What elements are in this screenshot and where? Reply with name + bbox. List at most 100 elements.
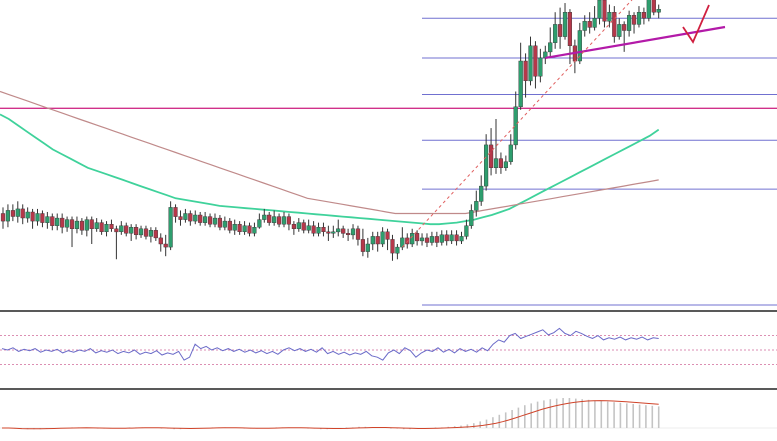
candle-bull bbox=[252, 226, 257, 234]
candle-bear bbox=[631, 15, 637, 25]
candle-bear bbox=[291, 223, 296, 229]
candle-bull bbox=[222, 220, 227, 228]
candles bbox=[0, 0, 661, 261]
candle-bear bbox=[346, 233, 351, 236]
candle-bear bbox=[207, 216, 213, 225]
candle-bull bbox=[55, 217, 60, 226]
candle-bull bbox=[607, 11, 612, 22]
candle-bull bbox=[15, 208, 20, 217]
candle-bull bbox=[395, 246, 400, 254]
candle-bear bbox=[341, 228, 346, 234]
candle-bear bbox=[109, 223, 114, 229]
candle-bear bbox=[40, 213, 45, 223]
candle-bear bbox=[99, 222, 104, 233]
candle-bull bbox=[84, 219, 89, 231]
candle-bear bbox=[178, 216, 183, 220]
candle-bear bbox=[390, 239, 395, 254]
candle-bear bbox=[69, 219, 75, 230]
candle-bull bbox=[94, 222, 99, 229]
candle-bear bbox=[326, 231, 331, 234]
candle-bear bbox=[622, 24, 627, 31]
candle-bull bbox=[212, 217, 218, 225]
candle-bull bbox=[636, 11, 642, 25]
candle-bull bbox=[281, 216, 287, 225]
candle-bull bbox=[119, 225, 124, 232]
candle-bear bbox=[424, 237, 430, 243]
candle-bear bbox=[114, 228, 119, 233]
candle-bull bbox=[538, 57, 543, 77]
ema-line bbox=[0, 113, 660, 226]
candle-bull bbox=[232, 223, 237, 231]
candle-bear bbox=[434, 236, 439, 243]
candle-bull bbox=[400, 237, 405, 248]
candle-bear bbox=[385, 231, 390, 240]
candle-bear bbox=[533, 45, 538, 77]
candle-bull bbox=[459, 236, 464, 242]
candle-bear bbox=[489, 144, 494, 168]
candle-bear bbox=[301, 222, 306, 231]
candle-bear bbox=[143, 228, 149, 237]
candle-bear bbox=[217, 217, 222, 228]
candle-bear bbox=[30, 211, 35, 222]
candle-bull bbox=[617, 24, 622, 37]
candle-bull bbox=[316, 226, 321, 234]
candle-bull bbox=[104, 223, 109, 232]
candle-bull bbox=[365, 243, 370, 252]
candle-bull bbox=[582, 21, 587, 31]
candle-bear bbox=[523, 60, 528, 81]
candle-bear bbox=[163, 243, 168, 248]
candle-bull bbox=[168, 207, 173, 248]
candle-bull bbox=[410, 233, 415, 245]
candle-bear bbox=[311, 225, 316, 234]
candle-bear bbox=[133, 226, 139, 235]
forecast-arrow bbox=[682, 4, 710, 44]
candle-bull bbox=[577, 30, 582, 62]
candle-bear bbox=[277, 216, 282, 225]
candle-bull bbox=[331, 231, 336, 234]
candle-bear bbox=[227, 220, 232, 231]
candle-bull bbox=[656, 8, 661, 13]
candle-bear bbox=[454, 234, 459, 242]
candle-bear bbox=[651, 0, 656, 13]
candle-bull bbox=[597, 0, 602, 19]
candle-bull bbox=[242, 225, 247, 232]
candle-bear bbox=[237, 223, 242, 232]
candle-bull bbox=[74, 220, 79, 229]
sma-line bbox=[0, 90, 659, 215]
candle-bull bbox=[25, 211, 30, 219]
candle-bear bbox=[0, 213, 6, 222]
candle-bull bbox=[513, 106, 518, 146]
candle-bull bbox=[296, 222, 301, 229]
candle-bull bbox=[138, 228, 144, 236]
candle-bull bbox=[479, 185, 484, 202]
candle-bull bbox=[272, 216, 277, 223]
candle-bull bbox=[439, 234, 444, 243]
candle-bear bbox=[360, 239, 365, 252]
candle-bull bbox=[562, 11, 568, 37]
candle-bull bbox=[202, 216, 208, 223]
candle-bull bbox=[646, 0, 651, 19]
rsi-line bbox=[1, 327, 659, 361]
support-trendline bbox=[545, 25, 726, 60]
candle-bear bbox=[612, 11, 617, 37]
fib-guide-line bbox=[401, 0, 633, 248]
candle-bull bbox=[528, 45, 533, 82]
candle-bull bbox=[262, 214, 267, 220]
candle-bull bbox=[45, 216, 50, 223]
macd-signal-line bbox=[2, 400, 659, 430]
candle-bull bbox=[543, 51, 548, 59]
candle-bear bbox=[173, 207, 178, 217]
candle-bear bbox=[567, 11, 572, 46]
candle-bull bbox=[429, 236, 434, 243]
candle-bull bbox=[493, 158, 499, 169]
candle-bull bbox=[183, 213, 188, 220]
candle-bull bbox=[336, 228, 341, 233]
candle-bear bbox=[50, 216, 55, 226]
candle-bear bbox=[60, 217, 65, 228]
candle-bull bbox=[370, 236, 375, 245]
candle-bull bbox=[35, 213, 40, 222]
candle-bull bbox=[350, 228, 356, 236]
candle-bear bbox=[405, 237, 410, 245]
